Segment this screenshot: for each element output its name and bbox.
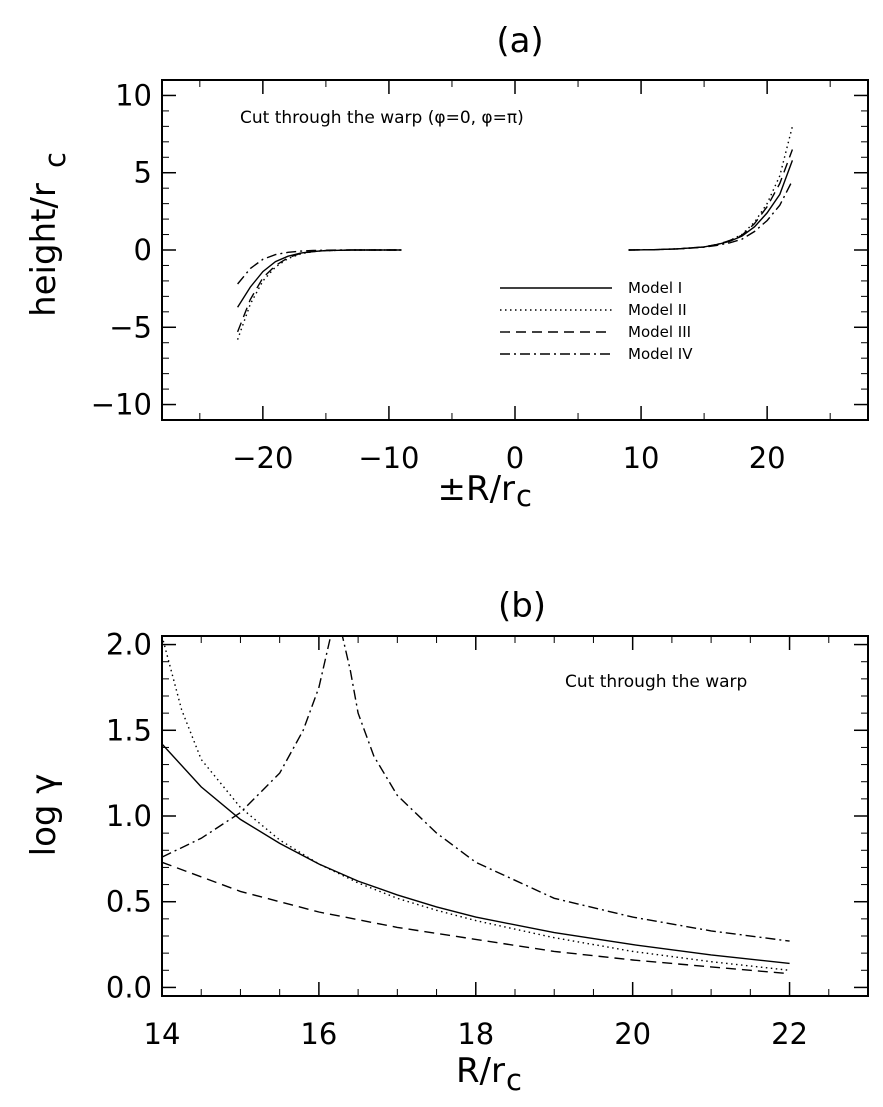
panel-a-xlabel-sub: c <box>516 479 532 513</box>
panel-b-annotation: Cut through the warp <box>565 672 747 692</box>
panel-a-ylabel-sub: c <box>38 152 72 168</box>
panel-a-annotation: Cut through the warp (φ=0, φ=π) <box>240 108 524 128</box>
panel-b-xlabel-sub: c <box>506 1063 522 1097</box>
panel-a-label: (a) <box>496 21 543 61</box>
legend-label: Model III <box>628 323 691 341</box>
series-line-right <box>628 149 794 251</box>
panel-b-series <box>161 635 790 975</box>
y-tick-label: −10 <box>91 388 152 422</box>
x-tick-label: −20 <box>232 441 293 475</box>
panel-a-frame <box>161 79 869 421</box>
y-tick-label: 10 <box>115 78 152 112</box>
y-tick-label: 1.0 <box>106 799 152 833</box>
x-tick-label: 16 <box>300 1017 337 1051</box>
y-tick-label: 2.0 <box>106 628 152 662</box>
x-tick-label: 0 <box>506 441 524 475</box>
panel-a-ylabel: height/r <box>24 183 64 317</box>
panel-a-xlabel: ±R/r <box>437 469 515 509</box>
y-tick-label: 5 <box>134 156 152 190</box>
x-tick-label: 20 <box>749 441 786 475</box>
panel-b-axes: 14 16 18 20 22 0.0 0.5 1.0 1.5 2.0 <box>106 628 869 1051</box>
series-line-left <box>237 249 402 285</box>
legend-label: Model I <box>628 279 682 297</box>
x-tick-label: 22 <box>771 1017 808 1051</box>
series-line <box>161 743 790 965</box>
series-line <box>161 635 790 942</box>
y-tick-label: 0.0 <box>106 970 152 1004</box>
x-tick-label: 10 <box>623 441 660 475</box>
panel-b-ylabel: log γ <box>24 774 64 857</box>
series-line-left <box>236 249 402 340</box>
legend-label: Model IV <box>628 345 693 363</box>
series-line-left <box>237 249 402 308</box>
panel-b-label: (b) <box>498 586 546 626</box>
panel-b: (b) 14 16 18 20 22 0.0 0.5 1.0 1.5 2.0 Cut throug… <box>24 586 869 1097</box>
panel-b-xlabel: R/r <box>456 1051 505 1091</box>
y-tick-label: 0 <box>134 233 152 267</box>
series-line <box>161 635 790 971</box>
series-line-right <box>628 126 794 251</box>
x-tick-label: 20 <box>614 1017 651 1051</box>
series-line-left <box>236 249 402 333</box>
series-line-right <box>628 180 794 251</box>
panel-a-ylabel-group: height/r c <box>24 152 72 317</box>
y-tick-label: −5 <box>109 310 152 344</box>
panel-a-legend: Model I Model II Model III Model IV <box>500 279 693 363</box>
legend-label: Model II <box>628 301 687 319</box>
x-tick-label: −10 <box>358 441 419 475</box>
y-tick-label: 0.5 <box>106 885 152 919</box>
y-tick-label: 1.5 <box>106 713 152 747</box>
panel-a: (a) −20 −10 0 10 20 10 5 0 −5 −10 Cut through the… <box>24 21 869 513</box>
series-line-right <box>628 160 794 251</box>
panel-a-series <box>236 126 794 340</box>
x-tick-label: 18 <box>457 1017 494 1051</box>
panel-b-frame <box>161 635 869 997</box>
x-tick-label: 14 <box>144 1017 181 1051</box>
series-line <box>161 861 790 975</box>
panel-a-axes: −20 −10 0 10 20 10 5 0 −5 −10 <box>91 78 868 475</box>
